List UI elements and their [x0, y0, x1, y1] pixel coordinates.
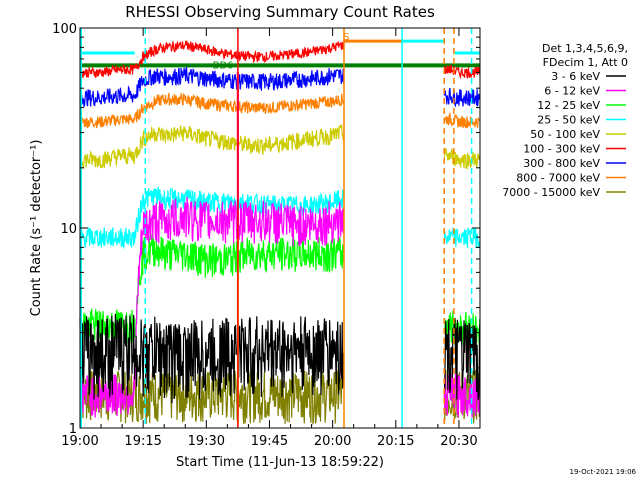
x-tick-label: 20:30	[440, 434, 477, 449]
x-tick-label: 19:30	[188, 434, 225, 449]
legend-label: 3 - 6 keV	[551, 70, 600, 83]
x-tick-label: 19:45	[251, 434, 288, 449]
x-tick-label: 19:00	[61, 434, 98, 449]
legend-header: FDecim 1, Att 0	[543, 56, 628, 69]
legend-label: 100 - 300 keV	[523, 143, 600, 156]
legend-label: 12 - 25 keV	[537, 99, 600, 112]
x-tick-label: 20:15	[377, 434, 414, 449]
y-tick-label: 100	[52, 22, 77, 37]
y-tick-label: 1	[69, 422, 77, 437]
series-line-3-6-kev	[79, 313, 481, 404]
legend-label: 7000 - 15000 keV	[502, 186, 600, 199]
y-axis-label: Count Rate (s⁻¹ detector⁻¹)	[29, 140, 44, 317]
annotation-bd6: BD6	[213, 60, 234, 71]
legend-label: 6 - 12 keV	[544, 85, 600, 98]
series-line-300-800-kev	[79, 66, 481, 108]
x-axis-label: Start Time (11-Jun-13 18:59:22)	[176, 455, 384, 470]
chart-title: RHESSI Observing Summary Count Rates	[125, 3, 435, 21]
axes-layer: 19:00 19:15 19:30 19:45 20:00 20:15 20:30 1 10 10…	[52, 22, 481, 449]
legend-label: 300 - 800 keV	[523, 157, 600, 170]
annotation-s: S	[343, 32, 349, 43]
legend-label: 25 - 50 keV	[537, 114, 600, 127]
legend-label: 800 - 7000 keV	[516, 172, 600, 185]
legend: Det 1,3,4,5,6,9,FDecim 1, Att 03 - 6 keV…	[502, 42, 628, 199]
plot-data-layer: BD6 S	[79, 28, 481, 428]
y-tick-label: 10	[60, 222, 77, 237]
series-line-6-12-kev	[79, 196, 481, 418]
series-line-50-100-kev	[79, 124, 481, 170]
series-line-100-300-kev	[79, 40, 481, 80]
legend-label: 50 - 100 keV	[530, 128, 600, 141]
series-line-800-7000-kev	[79, 92, 481, 129]
footer-timestamp: 19-Oct-2021 19:06	[570, 468, 637, 476]
x-tick-label: 20:00	[314, 434, 351, 449]
legend-header: Det 1,3,4,5,6,9,	[542, 42, 628, 55]
x-tick-label: 19:15	[124, 434, 161, 449]
